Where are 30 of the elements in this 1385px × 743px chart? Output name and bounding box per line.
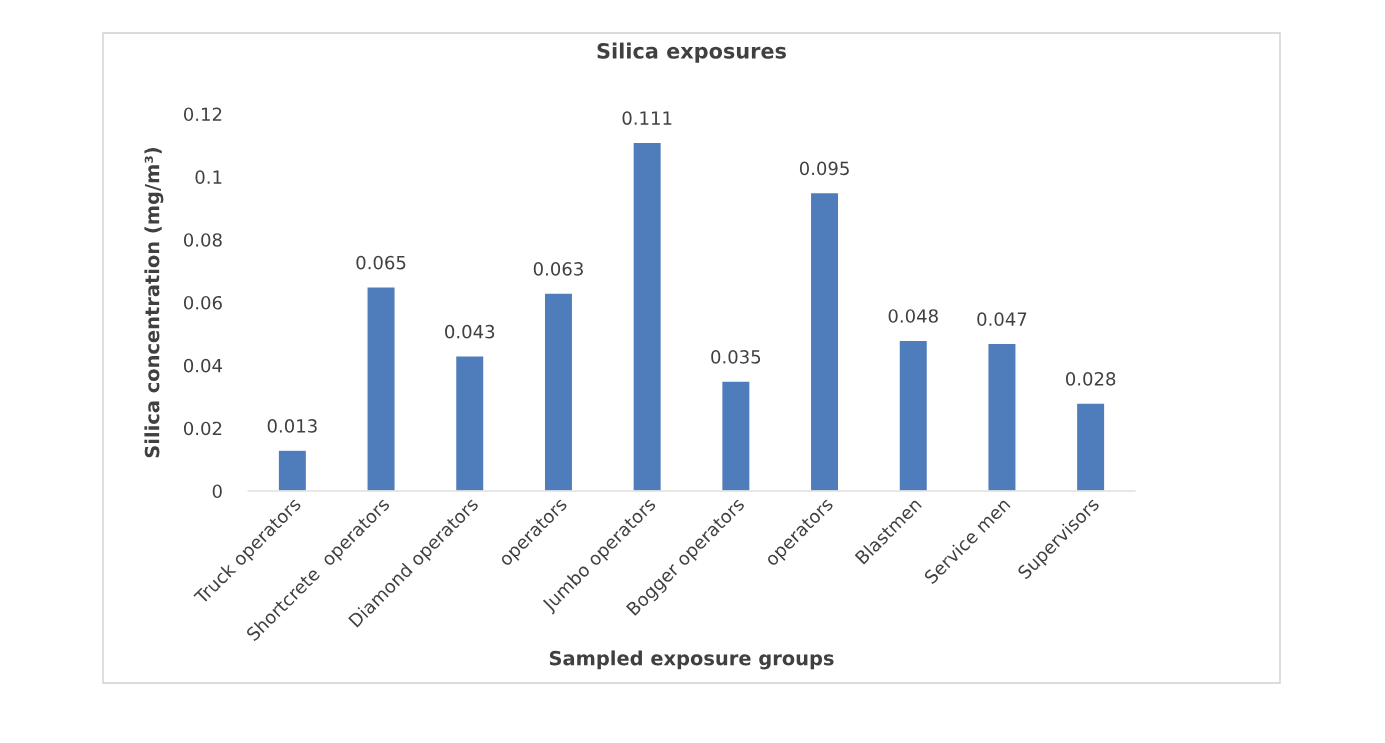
- y-tick-label: 0.08: [183, 233, 222, 247]
- bar: [632, 141, 663, 491]
- bar: [987, 342, 1017, 491]
- data-label: 0.013: [267, 419, 317, 433]
- bar: [454, 355, 485, 491]
- bar: [366, 286, 396, 491]
- data-label: 0.095: [799, 161, 849, 176]
- x-axis-title: Sampled exposure groups: [549, 650, 834, 670]
- data-label: 0.048: [888, 309, 938, 323]
- y-axis-title: Silica concentration (mg/m³): [144, 147, 164, 458]
- data-label: 0.043: [445, 324, 495, 339]
- data-label: 0.063: [533, 262, 583, 276]
- bar: [1075, 402, 1106, 491]
- chart-title: Silica exposures: [597, 42, 786, 63]
- y-tick-label: 0.02: [183, 421, 222, 436]
- data-label: 0.028: [1066, 371, 1116, 386]
- y-tick-label: 0.06: [183, 295, 222, 310]
- bar: [720, 380, 751, 491]
- data-label: 0.047: [977, 312, 1027, 326]
- bar: [898, 339, 929, 491]
- data-label: 0.111: [622, 111, 672, 125]
- data-label: 0.065: [356, 255, 406, 270]
- bar: [809, 191, 840, 491]
- bar: [277, 449, 308, 491]
- bar: [543, 292, 574, 491]
- y-tick-label: 0.04: [183, 358, 222, 373]
- y-tick-label: 0.1: [195, 170, 222, 184]
- data-label: 0.035: [711, 350, 761, 364]
- y-tick-label: 0: [212, 484, 222, 499]
- y-tick-label: 0.12: [183, 107, 222, 122]
